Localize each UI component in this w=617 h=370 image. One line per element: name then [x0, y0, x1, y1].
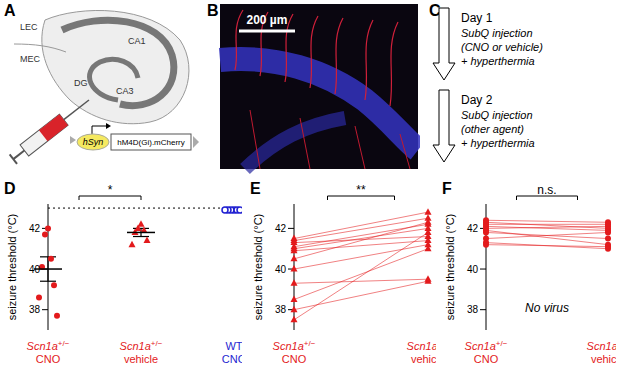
svg-text:seizure threshold (°C): seizure threshold (°C) — [252, 214, 264, 321]
svg-text:42: 42 — [275, 223, 287, 234]
svg-text:B: B — [207, 2, 219, 19]
svg-text:CNO: CNO — [282, 353, 307, 365]
svg-text:+ hyperthermia: + hyperthermia — [461, 55, 535, 67]
svg-text:C: C — [429, 2, 441, 19]
svg-text:Scn1a+/−: Scn1a+/− — [407, 339, 436, 352]
svg-text:42: 42 — [29, 223, 41, 234]
svg-text:No virus: No virus — [525, 301, 569, 315]
svg-text:DG: DG — [74, 78, 88, 88]
svg-text:CA1: CA1 — [128, 36, 146, 46]
svg-text:38: 38 — [467, 304, 479, 315]
svg-text:40: 40 — [29, 264, 41, 275]
svg-text:vehicle: vehicle — [124, 353, 158, 365]
svg-text:CNO: CNO — [222, 353, 242, 365]
svg-text:(other agent): (other agent) — [461, 123, 524, 135]
svg-text:seizure threshold (°C): seizure threshold (°C) — [444, 214, 456, 321]
svg-text:Scn1a+/−: Scn1a+/− — [587, 339, 616, 352]
svg-text:Day 1: Day 1 — [461, 11, 493, 25]
svg-text:38: 38 — [275, 304, 287, 315]
svg-text:Day 2: Day 2 — [461, 93, 493, 107]
svg-text:hM4D(Gi).mCherry: hM4D(Gi).mCherry — [117, 138, 185, 147]
svg-text:CNO: CNO — [474, 353, 499, 365]
svg-text:vehicle: vehicle — [411, 353, 436, 365]
svg-text:E: E — [250, 180, 261, 197]
svg-text:WT: WT — [225, 340, 242, 352]
svg-text:*: * — [108, 183, 113, 197]
svg-text:40: 40 — [467, 264, 479, 275]
svg-text:200 µm: 200 µm — [247, 13, 288, 27]
svg-text:Scn1a+/−: Scn1a+/− — [273, 339, 316, 352]
svg-text:40: 40 — [275, 264, 287, 275]
svg-text:Scn1a+/−: Scn1a+/− — [120, 339, 163, 352]
svg-text:A: A — [4, 2, 16, 19]
svg-text:**: ** — [356, 183, 366, 197]
svg-text:Scn1a+/−: Scn1a+/− — [27, 339, 70, 352]
svg-text:(CNO or vehicle): (CNO or vehicle) — [461, 41, 543, 53]
svg-text:CNO: CNO — [36, 353, 61, 365]
svg-text:F: F — [442, 180, 452, 197]
svg-text:CA3: CA3 — [116, 86, 134, 96]
svg-text:+ hyperthermia: + hyperthermia — [461, 137, 535, 149]
svg-text:42: 42 — [467, 223, 479, 234]
svg-text:38: 38 — [29, 304, 41, 315]
svg-text:vehicle: vehicle — [591, 353, 616, 365]
svg-text:hSyn: hSyn — [83, 137, 104, 147]
svg-text:seizure threshold (°C): seizure threshold (°C) — [6, 214, 18, 321]
svg-text:SubQ injection: SubQ injection — [461, 27, 533, 39]
svg-text:n.s.: n.s. — [537, 183, 556, 197]
svg-text:LEC: LEC — [20, 22, 38, 32]
svg-text:SubQ injection: SubQ injection — [461, 109, 533, 121]
svg-text:MEC: MEC — [20, 54, 41, 64]
svg-text:D: D — [4, 180, 16, 197]
svg-text:Scn1a+/−: Scn1a+/− — [465, 339, 508, 352]
